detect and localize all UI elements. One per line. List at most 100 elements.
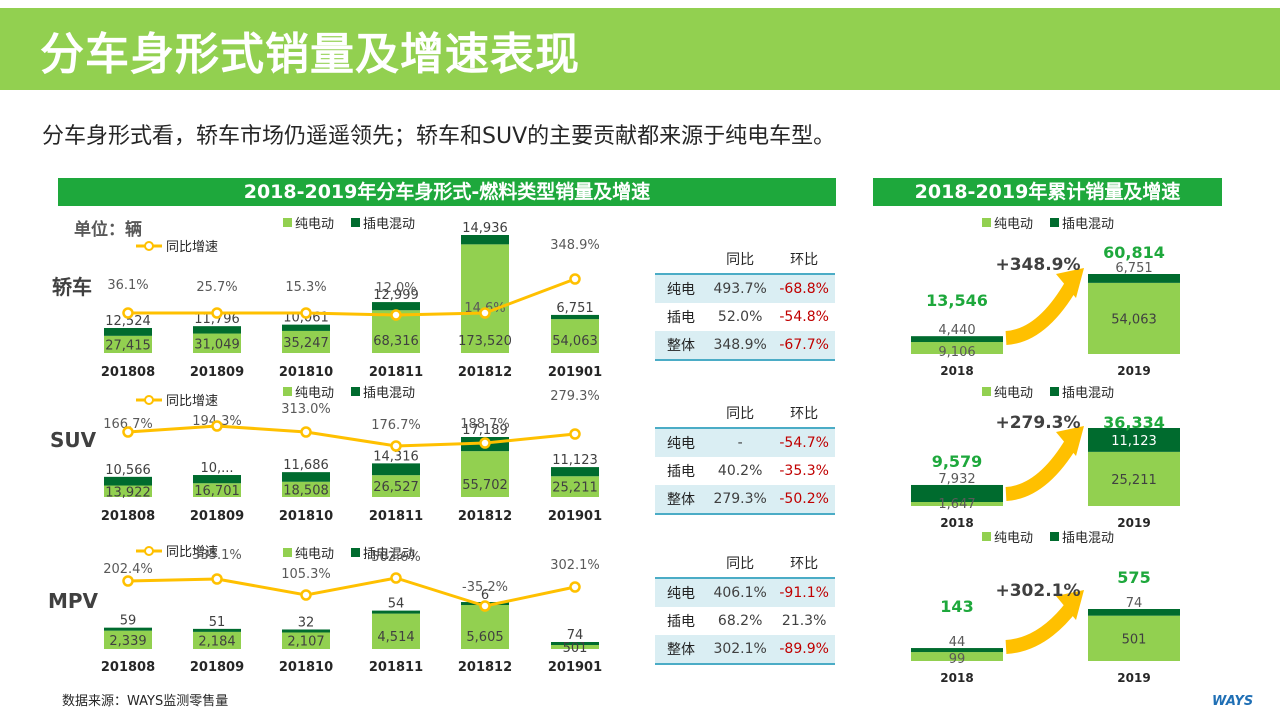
cum-growth-label: +279.3% [995,413,1080,433]
category-label: 201810 [279,509,333,524]
legend-ev-label: 纯电动 [994,531,1033,546]
bar-phev-label: 59 [120,614,137,629]
bar-ev [282,330,330,353]
bar-ev [104,335,152,353]
bar-phev [372,610,420,614]
legend-ev-label: 纯电动 [994,386,1033,401]
legend-growth-label: 同比增速 [166,240,218,255]
legend-growth-label: 同比增速 [166,394,218,409]
cum-growth-label: +348.9% [995,255,1080,275]
growth-arrow-icon [1005,590,1084,654]
cum-category-label: 2018 [940,516,973,530]
legend-phev-swatch [1050,218,1059,227]
growth-label: 313.0% [281,402,331,417]
bar-ev-label: 35,247 [283,336,329,351]
growth-label: 15.3% [285,280,326,295]
bar-phev [282,472,330,482]
bar-phev [282,629,330,633]
category-label: 201812 [458,365,512,380]
bar-ev-label: 2,339 [109,634,146,649]
growth-marker [569,273,581,285]
growth-label: 502.6% [371,550,421,565]
bar-ev [551,319,599,353]
category-label: 201808 [101,660,155,675]
bar-ev-label: 25,211 [552,481,598,496]
cum-bar-phev-label: 4,440 [938,323,975,338]
cum-category-label: 2019 [1117,516,1150,530]
data-source-note: 数据来源：WAYS监测零售量 [62,694,229,709]
growth-label: 36.1% [107,278,148,293]
category-label: 201808 [101,365,155,380]
bar-ev-label: 13,922 [105,485,151,500]
growth-marker [479,437,491,449]
cum-bar-phev-label: 6,751 [1115,261,1152,276]
growth-label: 25.7% [196,280,237,295]
growth-marker [390,309,402,321]
category-label: 201808 [101,509,155,524]
cum-category-label: 2019 [1117,671,1150,685]
bar-phev-label: 6,751 [556,301,593,316]
cum-bar-ev [911,502,1003,506]
cum-total-label: 36,334 [1103,413,1165,432]
bar-phev [193,628,241,632]
bar-ev [461,244,509,353]
growth-label: 302.1% [550,558,600,573]
bar-phev-label: 11,686 [283,458,329,473]
bar-phev [104,327,152,336]
cum-bar-ev [911,652,1003,661]
bar-ev-label: 2,107 [287,635,324,650]
growth-table-suv: 同比 环比 纯电 - -54.7% 插电 40.2% -35.3% 整体 279.3% -50… [655,399,835,515]
category-label: 201810 [279,365,333,380]
bar-phev-label: 54 [388,597,405,612]
cum-bar-ev-label: 25,211 [1111,473,1157,488]
category-label: 201811 [369,660,423,675]
legend-ev-swatch [283,218,292,227]
growth-label: 105.3% [281,567,331,582]
growth-marker [569,428,581,440]
growth-marker [211,573,223,585]
cum-bar-ev-label: 501 [1122,632,1147,647]
bar-phev-label: 74 [567,628,584,643]
bar-phev [461,235,509,245]
bar-ev [461,605,509,649]
bar-phev-label: 10,566 [105,463,151,478]
growth-label: 348.9% [550,238,600,253]
legend-ev-label: 纯电动 [295,386,334,401]
legend-ev-label: 纯电动 [994,217,1033,232]
legend-phev-swatch [1050,387,1059,396]
legend-phev-label: 插电混动 [363,547,415,562]
growth-marker [300,307,312,319]
growth-line [128,277,576,317]
bar-phev-label: 10,... [200,461,233,476]
growth-marker [211,307,223,319]
bar-phev [551,467,599,477]
growth-label: -35.2% [462,580,508,595]
cum-bar-phev [911,336,1003,343]
cum-bar-ev-label: 1,647 [938,497,975,512]
bar-phev [104,627,152,631]
bar-ev-label: 5,605 [466,630,503,645]
bar-ev-label: 16,701 [194,484,240,499]
bar-ev-label: 31,049 [194,337,240,352]
bar-phev-label: 11,123 [552,453,598,468]
legend-ev-swatch [982,218,991,227]
right-section-header: 2018-2019年累计销量及增速 [873,178,1222,206]
bar-ev-label: 27,415 [105,338,151,353]
growth-label: 335.1% [192,548,242,563]
growth-arrow-icon [1005,268,1084,345]
bar-phev [551,314,599,320]
growth-label: 166.7% [103,417,153,432]
cum-bar-ev-label: 9,106 [938,345,975,360]
legend-ev-swatch [982,532,991,541]
page-title: 分车身形式销量及增速表现 [40,29,580,80]
legend-phev-swatch [351,387,360,396]
bar-ev-label: 54,063 [552,334,598,349]
bar-ev-label: 26,527 [373,480,419,495]
cum-total-label: 9,579 [932,452,983,471]
growth-marker [390,440,402,452]
growth-label: 176.7% [371,418,421,433]
bar-phev [282,324,330,331]
bar-phev-label: 32 [298,615,315,630]
category-label: 201901 [548,660,602,675]
